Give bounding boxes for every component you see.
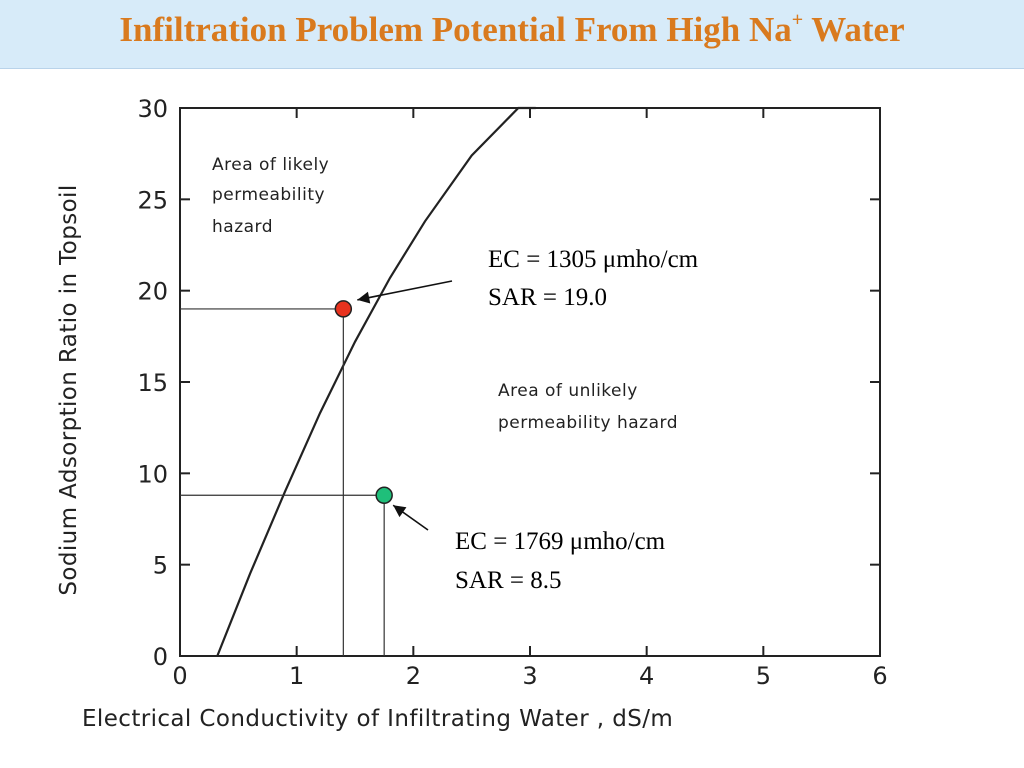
callout-arrows <box>357 280 453 531</box>
region-label-likely-line-3: hazard <box>212 217 273 237</box>
y-tick-label: 15 <box>137 369 168 397</box>
slide-title-end: Water <box>803 10 905 49</box>
y-tick-label: 10 <box>137 460 168 488</box>
point-label-low-ec: EC = 1769 μmho/cm <box>455 528 666 555</box>
x-tick-label: 3 <box>522 662 537 690</box>
y-tick-label: 0 <box>153 643 168 671</box>
guide-lines <box>180 308 385 656</box>
data-points <box>334 300 393 505</box>
boundary-curve <box>216 106 536 657</box>
y-tick-label: 25 <box>137 186 168 214</box>
region-label-unlikely-line-1: Area of unlikely <box>498 381 638 401</box>
data-point-high-sar <box>334 300 353 318</box>
data-point-low-sar <box>375 486 393 505</box>
point-label-high-sar: SAR = 19.0 <box>488 284 607 311</box>
slide-title-superscript: + <box>791 9 804 32</box>
x-tick-label: 0 <box>172 662 187 690</box>
y-axis-label: Sodium Adsorption Ratio in Topsoil <box>56 184 82 595</box>
slide-title: Infiltration Problem Potential From High… <box>0 9 1024 50</box>
y-ticks: 0 5 10 15 20 25 30 <box>137 95 880 671</box>
region-label-likely-line-2: permeability <box>212 185 325 205</box>
x-tick-label: 2 <box>406 662 421 690</box>
arrow-to-low-sar-point-head <box>393 505 407 518</box>
arrow-to-high-sar-point-head <box>357 291 371 304</box>
y-tick-label: 20 <box>137 278 168 306</box>
region-label-unlikely-line-2: permeability hazard <box>498 413 678 433</box>
x-axis-label: Electrical Conductivity of Infiltrating … <box>82 706 673 732</box>
point-label-high-ec: EC = 1305 μmho/cm <box>488 246 699 273</box>
title-bar: Infiltration Problem Potential From High… <box>0 0 1024 69</box>
region-label-likely-line-1: Area of likely <box>212 155 329 175</box>
point-label-low-sar: SAR = 8.5 <box>455 567 561 594</box>
y-tick-label: 30 <box>137 95 168 123</box>
x-tick-label: 5 <box>756 662 771 690</box>
x-tick-label: 1 <box>289 662 304 690</box>
slide-title-main: Infiltration Problem Potential From High… <box>119 10 792 49</box>
arrow-to-high-sar-point <box>357 280 453 301</box>
x-ticks: 0 1 2 3 4 5 6 <box>172 108 888 690</box>
y-tick-label: 5 <box>153 552 168 580</box>
x-tick-label: 6 <box>872 662 887 690</box>
x-tick-label: 4 <box>639 662 654 690</box>
